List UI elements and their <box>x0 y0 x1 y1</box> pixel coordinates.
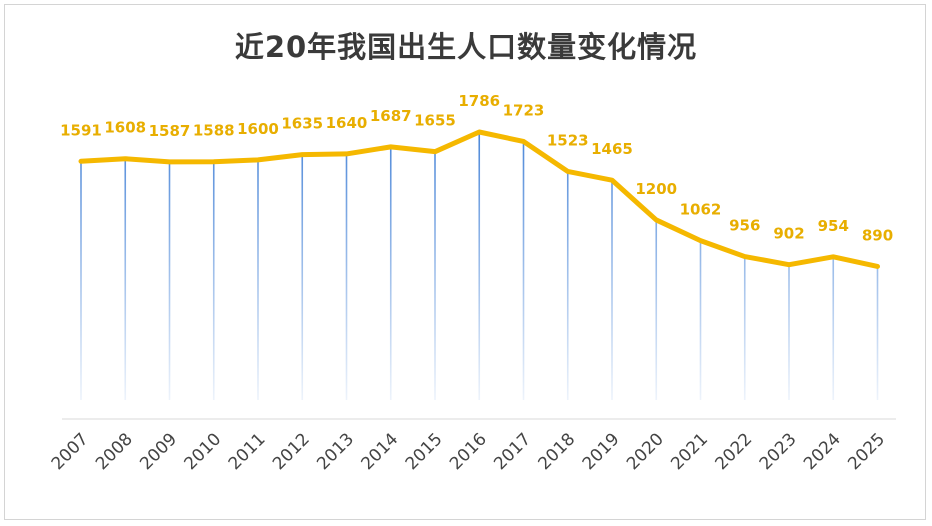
chart-title: 近20年我国出生人口数量变化情况 <box>234 30 698 64</box>
x-tick-label-2007: 2007 <box>48 429 93 474</box>
data-label-2014: 1687 <box>370 107 412 125</box>
x-tick-label-2016: 2016 <box>446 429 491 474</box>
x-tick-label-2009: 2009 <box>136 429 181 474</box>
data-label-2017: 1723 <box>503 101 545 119</box>
data-label-2019: 1465 <box>591 140 633 158</box>
x-tick-label-2018: 2018 <box>535 429 580 474</box>
x-tick-label-2023: 2023 <box>756 429 801 474</box>
data-label-2023: 902 <box>773 225 804 243</box>
x-tick-label-2025: 2025 <box>844 429 889 474</box>
x-tick-label-2017: 2017 <box>490 429 535 474</box>
data-label-2015: 1655 <box>414 112 456 130</box>
x-tick-label-2022: 2022 <box>712 429 757 474</box>
data-label-2021: 1062 <box>680 201 722 219</box>
data-label-2009: 1587 <box>149 122 191 140</box>
x-tick-label-2019: 2019 <box>579 429 624 474</box>
data-labels: 1591 1608 1587 1588 1600 1635 1640 1687 16551786… <box>60 92 893 244</box>
x-tick-label-2011: 2011 <box>225 429 270 474</box>
x-tick-label-2010: 2010 <box>181 429 226 474</box>
drop-lines <box>80 132 879 400</box>
data-label-2022: 956 <box>729 217 760 235</box>
data-label-2008: 1608 <box>104 119 146 137</box>
data-label-2011: 1600 <box>237 120 279 138</box>
series-line <box>78 129 880 269</box>
x-tick-label-2021: 2021 <box>667 429 712 474</box>
x-tick-label-2008: 2008 <box>92 429 137 474</box>
x-tick-label-2015: 2015 <box>402 429 447 474</box>
data-label-2024: 954 <box>818 217 849 235</box>
x-tick-labels: 2007 2008 2009 2010 2011 2012 2013 2014 2015 2016… <box>48 429 889 474</box>
data-label-2013: 1640 <box>326 114 368 132</box>
data-label-2007: 1591 <box>60 121 102 139</box>
data-label-2020: 1200 <box>635 180 677 198</box>
data-label-2025: 890 <box>862 226 893 244</box>
x-tick-label-2020: 2020 <box>623 429 668 474</box>
x-tick-label-2014: 2014 <box>358 429 403 474</box>
data-label-2010: 1588 <box>193 122 235 140</box>
x-tick-label-2013: 2013 <box>313 429 358 474</box>
x-tick-label-2012: 2012 <box>269 429 314 474</box>
data-label-2016: 1786 <box>458 92 500 110</box>
data-label-2018: 1523 <box>547 131 589 149</box>
data-label-2012: 1635 <box>281 115 323 133</box>
x-tick-label-2024: 2024 <box>800 429 845 474</box>
